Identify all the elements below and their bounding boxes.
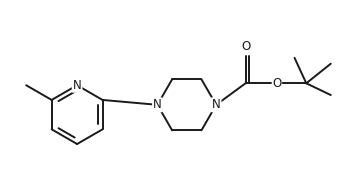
Text: N: N bbox=[73, 79, 81, 92]
Text: O: O bbox=[241, 40, 250, 53]
Text: N: N bbox=[212, 98, 221, 111]
Text: O: O bbox=[272, 77, 281, 90]
Text: N: N bbox=[153, 98, 162, 111]
